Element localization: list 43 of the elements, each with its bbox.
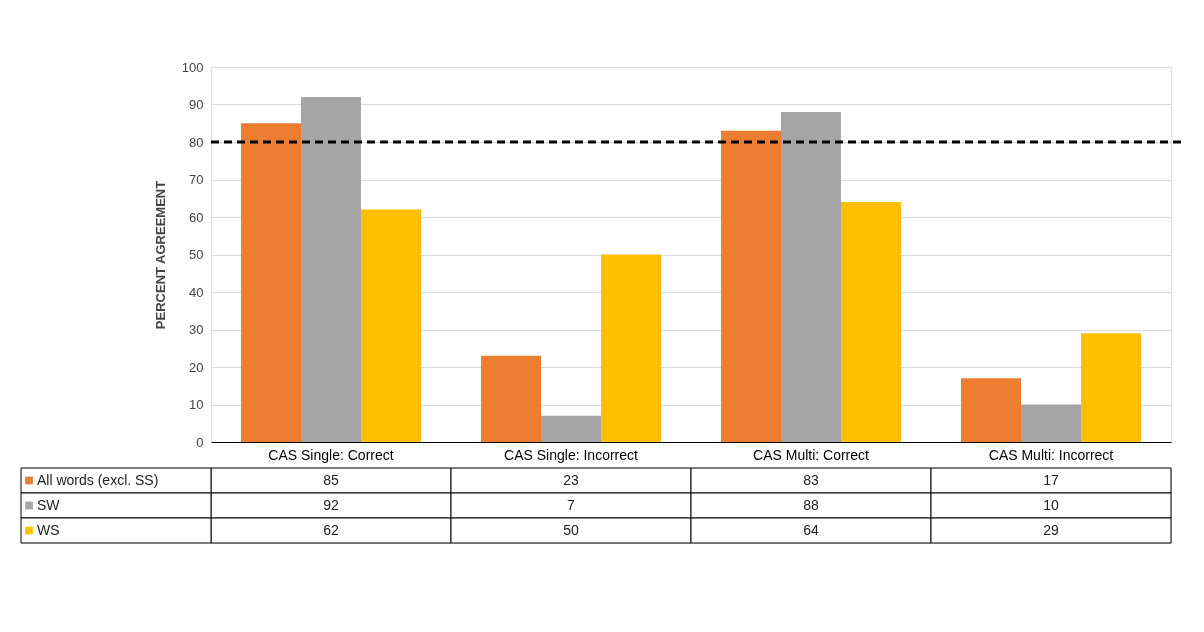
y-axis-title: PERCENT AGREEMENT [152,180,168,330]
y-tick-label: 90 [189,97,204,112]
data-label: 64 [803,521,819,538]
data-label: 85 [323,471,339,488]
data-label: 23 [563,471,579,488]
bar [481,355,541,442]
legend-label: SW [37,496,61,513]
data-label: 62 [323,521,339,538]
bar [541,415,601,442]
y-tick-label: 70 [189,172,204,187]
bar [361,209,421,442]
y-tick-label: 10 [189,397,204,412]
legend-label: All words (excl. SS) [37,471,159,488]
bar [301,97,361,442]
y-tick-label: 40 [189,284,204,300]
bar [1021,404,1081,442]
data-label: 92 [323,496,339,513]
x-tick-label: CAS Single: Incorrect [504,446,639,463]
bar [781,112,841,442]
data-label: 50 [563,521,579,538]
data-label: 83 [803,471,819,488]
bar [721,130,781,442]
data-label: 88 [803,496,819,513]
data-label: 10 [1043,496,1059,513]
x-tick-label: CAS Multi: Incorrect [988,446,1114,463]
data-label: 29 [1043,521,1059,538]
y-tick-label: 50 [189,247,204,262]
bar [841,202,901,442]
bar [241,123,301,442]
bar [601,254,661,442]
data-label: 17 [1043,471,1059,488]
bar [961,378,1021,442]
y-tick-label: 100 [181,59,204,75]
y-tick-label: 60 [189,209,204,225]
bar [1081,333,1141,442]
data-label: 7 [567,496,576,513]
y-tick-label: 20 [189,359,204,375]
y-tick-label: 30 [189,322,204,337]
x-tick-label: CAS Single: Correct [268,446,394,463]
y-tick-label: 80 [189,134,204,150]
legend-label: WS [37,521,60,538]
y-tick-label: 0 [196,434,204,450]
x-tick-label: CAS Multi: Correct [753,446,870,463]
